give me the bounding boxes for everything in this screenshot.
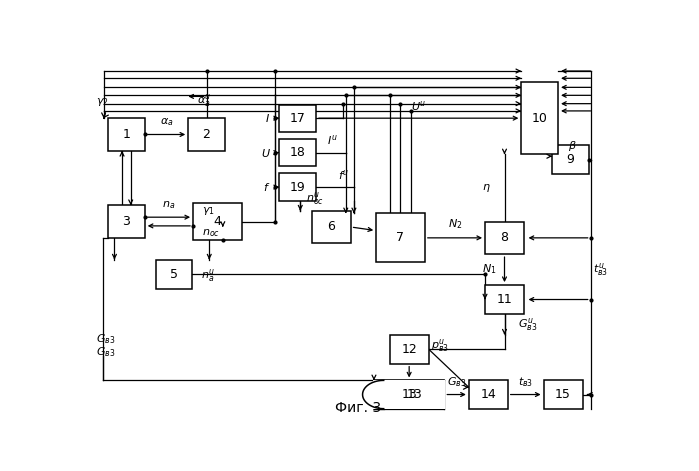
Text: $\gamma_1$: $\gamma_1$ [202,205,215,217]
Text: $t_{в3}^u$: $t_{в3}^u$ [593,261,609,278]
Bar [156,260,192,289]
Text: 12: 12 [401,343,417,356]
Text: $n_a^u$: $n_a^u$ [201,268,215,284]
Bar [108,118,145,151]
Bar [374,381,445,409]
Text: 2: 2 [203,128,210,141]
Bar [552,146,589,174]
Text: Фиг. 3: Фиг. 3 [336,401,381,415]
Text: 9: 9 [567,154,575,166]
Bar [312,211,351,244]
Text: 15: 15 [555,388,571,401]
Text: 5: 5 [170,268,178,281]
Text: 14: 14 [480,388,496,401]
Text: $G_{в3}$: $G_{в3}$ [447,375,466,389]
Text: $G_{в3}^u$: $G_{в3}^u$ [518,316,538,333]
Text: $U^u$: $U^u$ [411,99,426,113]
Bar [279,139,316,166]
Text: 8: 8 [500,231,508,244]
Text: 19: 19 [289,180,305,194]
Bar [485,221,524,254]
Bar [373,380,445,409]
Text: 17: 17 [289,112,305,125]
Bar [193,203,242,240]
Bar [279,105,316,132]
Text: $n_a$: $n_a$ [162,199,175,211]
Text: $G_{в3}$: $G_{в3}$ [96,345,115,359]
Text: 13: 13 [407,388,422,401]
Text: $I$: $I$ [266,112,271,124]
Text: $p_{в3}^u$: $p_{в3}^u$ [431,337,449,354]
Bar [389,335,428,364]
Text: 13: 13 [401,388,417,401]
Text: 11: 11 [496,293,512,306]
Text: $\eta$: $\eta$ [482,182,491,194]
Bar [521,82,558,154]
Bar [376,213,425,262]
Text: 1: 1 [122,128,130,141]
Text: $\beta$: $\beta$ [568,138,577,153]
Text: $\alpha_a^u$: $\alpha_a^u$ [196,92,211,109]
Text: 4: 4 [213,215,222,228]
Text: $I^u$: $I^u$ [327,133,338,147]
Text: $f^u$: $f^u$ [338,168,349,182]
Text: $n_{ос}^u$: $n_{ос}^u$ [305,190,324,207]
Text: 3: 3 [122,215,130,228]
Text: $N_2$: $N_2$ [447,218,462,231]
Text: $n_{ос}$: $n_{ос}$ [202,227,220,239]
Bar [469,381,507,409]
Text: 7: 7 [396,231,405,244]
Bar [485,285,524,314]
Text: 6: 6 [327,220,335,234]
Text: $\alpha_a$: $\alpha_a$ [159,116,173,128]
Bar [279,173,316,201]
Text: $U$: $U$ [261,146,271,159]
Text: $N_1$: $N_1$ [482,263,496,276]
Text: $t_{в3}$: $t_{в3}$ [518,375,533,389]
Text: 10: 10 [532,112,547,125]
Text: 18: 18 [289,146,305,159]
Bar [544,381,582,409]
Bar [188,118,225,151]
Text: $\gamma_2$: $\gamma_2$ [96,96,108,108]
Text: $f$: $f$ [263,181,271,193]
Text: $G_{в3}$: $G_{в3}$ [96,333,115,346]
Bar [108,205,145,238]
